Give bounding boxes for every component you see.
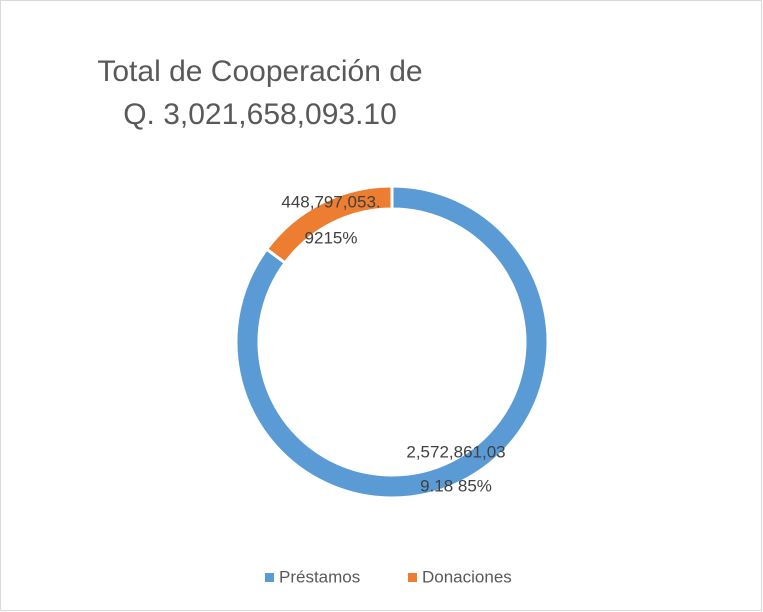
data-label: 9.18 85% [420, 476, 492, 495]
legend-swatch [408, 573, 417, 582]
donut-slice [234, 184, 550, 500]
donut-slice [264, 184, 394, 265]
data-label: 2,572,861,03 [406, 442, 505, 461]
chart-title: Total de Cooperación de [97, 55, 422, 88]
data-label: 9215% [305, 228, 358, 247]
legend-label: Préstamos [279, 567, 360, 586]
data-label: 448,797,053. [281, 192, 380, 211]
chart-title: Q. 3,021,658,093.10 [123, 98, 397, 131]
legend-label: Donaciones [422, 567, 512, 586]
legend-swatch [265, 573, 274, 582]
